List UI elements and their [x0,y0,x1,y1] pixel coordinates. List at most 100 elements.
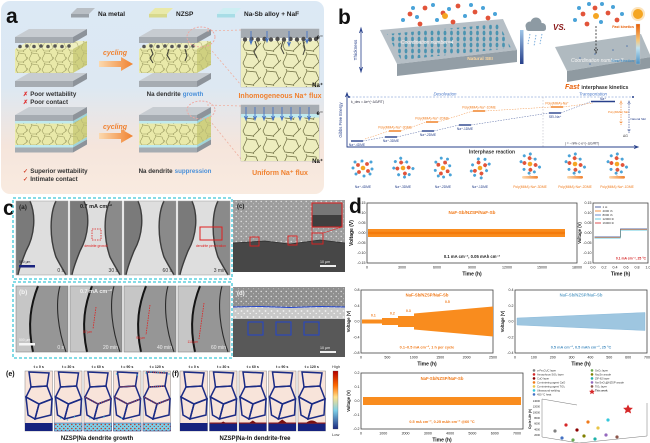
row-a-tag: (a) [19,204,27,211]
panel-b: b Thickness Coordination number=4 Natura… [338,2,650,189]
tick-label: 0.4 [355,304,360,308]
sim-f-frames [179,370,326,432]
tick-label: -0.10 [583,251,591,255]
tick-label: 0.05 [359,221,366,225]
sim-e-tag: (e) [6,371,15,378]
level-label: Na⁺-1DME [457,127,474,131]
cycling-arrow-row2: cycling [99,124,133,143]
tick-label: 12000 [533,405,541,409]
insertion-arrow [594,26,598,55]
plot-cycling-25c: NaF-Sb/NZSP/NaF-Sb 0.5 mA cm⁻², 0.5 mAh … [500,288,650,367]
legend-entry: Ultrasound welding [537,388,560,392]
tick-label: 1500 [436,356,444,360]
tick-label: 1000 [410,356,418,360]
time-label: 0 s [57,268,64,274]
sem-c-tag: (c) [237,204,244,210]
optical-frame [69,200,123,276]
condition-annotation: 0.1–0.5 mA cm⁻², 1 h per cycle [400,346,455,350]
tick-label: 3000 [424,432,432,436]
time-label: 60 s [163,268,173,274]
caption-dendrite-suppression: Na dendrite suppression [139,168,212,175]
scalebar-label: 500 μm [19,338,31,342]
tick-label: 4000 [534,427,540,431]
plot-cycling-60c: NaF-Sb/NZSP/NaF-Sb 0.5 mA cm⁻², 0.25 mAh… [346,371,524,443]
tick-label: 4000 [446,432,454,436]
molecule-label: Na⁺-4DME [355,185,372,189]
tick-label: 0.15 [585,201,592,205]
cycle-legend: 1 st 4000 th 8000 th 12000 th 16000 th [595,205,615,225]
natural-sei-label: Natural SEI [467,56,493,62]
tick-label: -0.1 [353,413,359,417]
sem-image-d: (d) 10 μm [232,287,345,357]
optical-frame [123,200,177,276]
x-axis-label: Time (h) [432,438,452,443]
legend-entry: ZIF-62 layer [595,376,610,380]
orange-energy-levels [389,106,563,132]
level-label: Poly(MMA)-Na⁺-3DME [378,126,412,130]
level-label: Na⁺ [600,97,606,101]
kinetics-colorbar [635,23,641,65]
colorbar-fast-label: Fast kinetics [612,25,634,29]
level-label: Na⁺-3DME [383,139,400,143]
molecule-label: Na⁺-3DME [395,185,412,189]
panel-a-tag: a [6,5,18,28]
ion-flux-arrows-uniform [244,107,311,122]
plot-cycle-life-comparison: α-Fe₂O₃/C layer Amorphous SiO₂ layer CuO… [528,368,648,443]
legend-entry: SnO₂ layer [595,368,608,372]
sim-time-label: t = 60 s [247,365,259,369]
right-coordination-label: Coordination number=3 [571,58,624,64]
time-label: 0 s [57,345,64,351]
thickness-label: Thickness [353,39,358,60]
natural-sei-block: Coordination number=4 Natural SEI [380,3,517,76]
cycling-label-row2: cycling [103,124,128,131]
sem-inset-box [311,202,343,228]
zoom-circle [186,26,216,48]
merit-wettability: ✓ Superior wettability [23,168,88,175]
y-ticks: 0.15 0.10 0.05 0.00 -0.05 -0.10 -0.15 [357,201,365,265]
x-axis-label: Time (h) [571,362,591,368]
tick-label: 0.2 [509,304,514,308]
equation-current: j = −nFk·c·e^(−ΔG/RT) [564,142,599,146]
condition-annotation: 0.5 mA cm⁻², 0.25 mAh cm⁻² @60 °C [409,420,474,424]
rate-step-label: 0.1 [371,314,376,318]
molecule-label: Poly(MMA)·Na⁺-1DME [600,185,634,189]
tick-label: -0.2 [353,427,359,431]
equation-desolvation: k_des = Ae^(−ΔG/RT) [351,100,384,104]
sem-image-c: (c) 10 μm [232,200,345,272]
cell-label: NaF-Sb/NZSP/NaF-Sb [560,293,603,298]
tick-label: 0.0 [509,320,514,324]
inset-uniform-flux [240,104,320,162]
tick-label: 0.1 [355,385,360,389]
tick-label: 15000 [537,266,547,270]
condition-annotation: 0.5 mA cm⁻², 0.5 mAh cm⁻², 25 °C [551,346,612,350]
tick-label: 0.15 [359,201,366,205]
level-label: Na⁺-2DME [420,133,437,137]
legend-entry: 16000 th [603,221,615,225]
tick-label: 600 [625,356,631,360]
energy-ylabel: Gibbs Free Energy [338,102,343,138]
panel-c: c (a) 0.7 mA cm⁻² dendrite growth dendri… [3,197,345,442]
tick-label: 6000 [433,266,441,270]
tick-label: 2000 [402,432,410,436]
merit-contact: ✓ Intimate contact [23,176,78,183]
x-axis-label: Time (h) [611,272,631,278]
tick-label: 1000 [379,432,387,436]
y-axis-label: Voltage (V) [346,390,351,412]
tick-label: 2500 [489,356,497,360]
sim-e-times: t = 0 s t = 30 s t = 60 s t = 90 s t = 1… [34,365,164,369]
tick-label: -0.8 [353,351,359,355]
tick-label: 1.0 [646,266,650,270]
optical-frame [123,285,177,353]
tick-label: 14000 [533,399,541,403]
blue-energy-levels [351,100,615,142]
dendrite-growth-label: dendrite growth [84,244,107,248]
region-desolvation: Desolvation [434,92,457,97]
sem-d-tag: (d) [237,291,245,297]
cycling-arrow-row1: cycling [99,50,133,71]
time-label: 60 min [211,345,226,351]
barrier-annotations: Poly(MMA) SEI Natural SEI ΔG [608,100,646,138]
tick-label: 10000 [533,410,541,414]
molecule-label: Na⁺-1DME [472,185,489,189]
issue-contact: ✗ Poor contact [23,99,68,106]
